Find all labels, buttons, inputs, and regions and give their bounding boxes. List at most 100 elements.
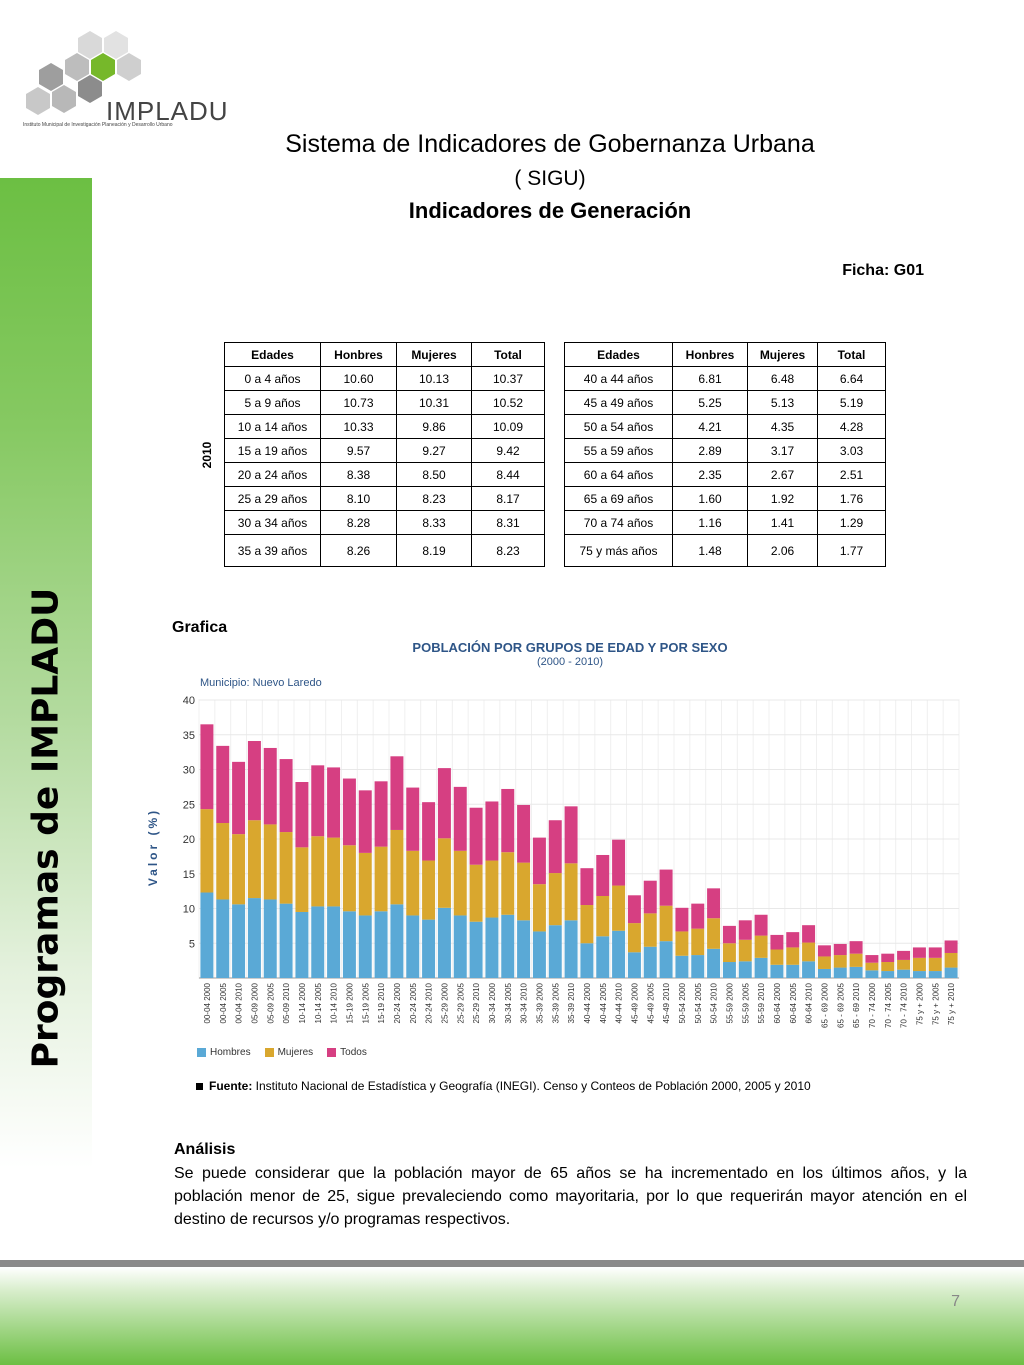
age-table-right: Edades Honbres Mujeres Total 40 a 44 año… xyxy=(564,342,886,567)
table-cell: 5.13 xyxy=(747,390,818,415)
population-chart: 5 10 15 20 25 30 35 40 00-04 2000 00-04 2005 00-04… xyxy=(183,695,960,1028)
table-cell: 9.42 xyxy=(471,438,545,463)
legend-swatch xyxy=(327,1048,337,1057)
y-tick-label: 30 xyxy=(183,765,195,777)
x-tick-label: 55-59 2005 xyxy=(741,982,750,1023)
x-tick-label: 70 - 74 2010 xyxy=(900,982,909,1027)
table-row: 5 a 9 años 10.73 10.31 10.52 xyxy=(224,390,545,415)
x-tick-label: 30-34 2000 xyxy=(488,982,497,1023)
bar-todos xyxy=(532,837,546,885)
bar-todos xyxy=(675,907,689,932)
bar-mujeres xyxy=(596,895,610,937)
bar-todos xyxy=(912,947,926,958)
bar-hombres xyxy=(691,955,705,978)
source-note: Fuente: Instituto Nacional de Estadístic… xyxy=(196,1079,811,1093)
bar-mujeres xyxy=(738,939,752,962)
source-label: Fuente: xyxy=(209,1079,253,1093)
bar-mujeres xyxy=(501,852,515,915)
bar-mujeres xyxy=(358,852,372,916)
sidebar: Programas de IMPLADU xyxy=(0,178,92,1168)
impladu-logo: IMPLADU Instituto Municipal de Investiga… xyxy=(18,18,228,133)
bar-todos xyxy=(390,756,404,830)
table-cell: 4.28 xyxy=(817,414,886,439)
sidebar-title: Programas de IMPLADU xyxy=(25,587,67,1069)
bar-hombres xyxy=(881,971,895,978)
bar-mujeres xyxy=(232,834,246,905)
bar-hombres xyxy=(406,915,420,978)
bar-hombres xyxy=(437,907,451,978)
bar-todos xyxy=(374,781,388,847)
bar-mujeres xyxy=(912,957,926,972)
bar-hombres xyxy=(390,904,404,978)
x-tick-label: 20-24 2000 xyxy=(393,982,402,1023)
bar-mujeres xyxy=(311,836,325,907)
x-tick-label: 25-29 2005 xyxy=(456,982,465,1023)
bar-mujeres xyxy=(390,829,404,905)
table-cell: 15 a 19 años xyxy=(224,438,321,463)
bar-mujeres xyxy=(564,863,578,921)
bar-todos xyxy=(881,953,895,963)
table-row: 55 a 59 años 2.89 3.17 3.03 xyxy=(564,438,886,463)
header-edades: Edades xyxy=(564,342,673,367)
chart-title: POBLACIÓN POR GRUPOS DE EDAD Y POR SEXO xyxy=(412,640,728,655)
source-text: Instituto Nacional de Estadística y Geog… xyxy=(252,1079,811,1093)
bar-mujeres xyxy=(295,847,309,912)
y-tick-label: 20 xyxy=(183,834,195,846)
x-tick-label: 70 - 74 2005 xyxy=(884,982,893,1027)
table-cell: 3.17 xyxy=(747,438,818,463)
table-cell: 10.52 xyxy=(471,390,545,415)
table-row: 30 a 34 años 8.28 8.33 8.31 xyxy=(224,510,545,535)
x-tick-label: 75 y + 2010 xyxy=(947,982,956,1025)
bar-hombres xyxy=(564,920,578,978)
bar-todos xyxy=(279,759,293,833)
bar-mujeres xyxy=(627,923,641,953)
bar-mujeres xyxy=(612,885,626,931)
bar-mujeres xyxy=(453,850,467,916)
table-cell: 10.09 xyxy=(471,414,545,439)
table-cell: 8.23 xyxy=(396,486,472,511)
table-row: 20 a 24 años 8.38 8.50 8.44 xyxy=(224,462,545,487)
bar-todos xyxy=(311,765,325,837)
bar-todos xyxy=(564,806,578,864)
legend-swatch xyxy=(197,1048,206,1057)
bar-todos xyxy=(596,854,610,896)
table-cell: 8.23 xyxy=(471,534,545,567)
table-cell: 2.89 xyxy=(672,438,748,463)
y-tick-label: 10 xyxy=(183,904,195,916)
x-tick-label: 35-39 2005 xyxy=(551,982,560,1023)
bar-hombres xyxy=(722,962,736,978)
bar-mujeres xyxy=(374,846,388,912)
table-cell: 9.57 xyxy=(320,438,397,463)
bar-mujeres xyxy=(944,952,958,968)
bar-hombres xyxy=(659,941,673,978)
table-cell: 1.77 xyxy=(817,534,886,567)
x-tick-label: 45-49 2010 xyxy=(662,982,671,1023)
bar-todos xyxy=(786,932,800,948)
table-cell: 2.67 xyxy=(747,462,818,487)
table-row: 40 a 44 años 6.81 6.48 6.64 xyxy=(564,366,886,391)
bar-todos xyxy=(485,801,499,861)
bar-mujeres xyxy=(849,953,863,967)
bar-hombres xyxy=(675,955,689,978)
bar-hombres xyxy=(501,914,515,978)
bar-todos xyxy=(342,778,356,846)
bar-hombres xyxy=(833,967,847,978)
table-cell: 0 a 4 años xyxy=(224,366,321,391)
bar-mujeres xyxy=(770,949,784,965)
table-cell: 60 a 64 años xyxy=(564,462,673,487)
bar-todos xyxy=(501,788,515,853)
x-tick-label: 65 - 69 2010 xyxy=(852,982,861,1027)
bar-mujeres xyxy=(247,820,261,899)
bar-todos xyxy=(928,947,942,958)
table-cell: 6.81 xyxy=(672,366,748,391)
legend-item-mujeres: Mujeres xyxy=(264,1047,313,1058)
bar-todos xyxy=(200,724,214,810)
bar-mujeres xyxy=(437,838,451,908)
table-cell: 1.76 xyxy=(817,486,886,511)
grafica-label: Grafica xyxy=(172,619,228,636)
bar-hombres xyxy=(485,917,499,978)
table-cell: 10 a 14 años xyxy=(224,414,321,439)
bar-hombres xyxy=(580,943,594,978)
y-tick-label: 25 xyxy=(183,799,195,811)
header-mujeres: Mujeres xyxy=(396,342,472,367)
